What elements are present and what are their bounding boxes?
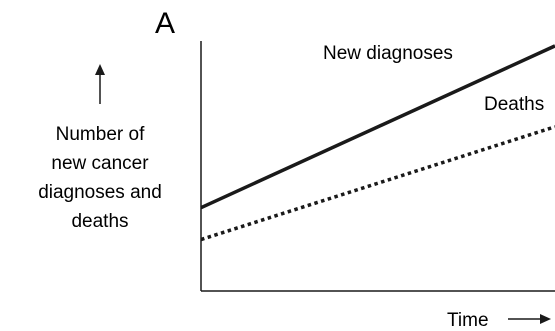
- ylabel-line-1: Number of: [56, 124, 145, 145]
- ylabel-line-3: diagnoses and: [38, 182, 162, 203]
- series-label-deaths: Deaths: [484, 94, 544, 115]
- x-axis-label: Time: [447, 310, 551, 331]
- series-label-new-diagnoses: New diagnoses: [323, 43, 453, 64]
- x-arrow-head: [540, 314, 551, 324]
- series-line-new-diagnoses: [200, 44, 555, 210]
- y-axis-label: Number of new cancer diagnoses and death…: [38, 64, 162, 232]
- y-arrow-head: [95, 64, 105, 75]
- panel-label: A: [155, 7, 175, 40]
- xlabel: Time: [447, 310, 489, 331]
- ylabel-line-2: new cancer: [51, 153, 149, 174]
- ylabel-line-4: deaths: [71, 211, 128, 232]
- series-line-deaths: [200, 125, 555, 242]
